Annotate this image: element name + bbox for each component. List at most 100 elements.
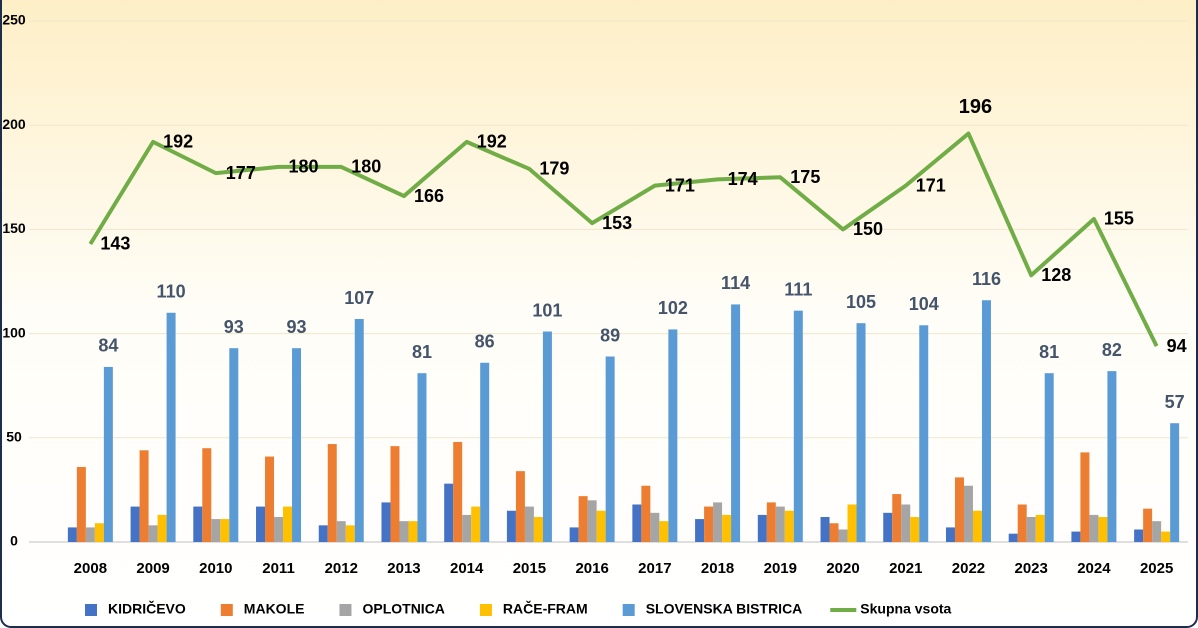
bar — [1080, 452, 1090, 542]
y-tick-label: 200 — [2, 116, 26, 132]
bar — [1026, 516, 1036, 542]
bar — [919, 325, 929, 542]
x-tick-label: 2014 — [450, 560, 484, 577]
data-label: 116 — [972, 269, 1001, 289]
bar — [1071, 531, 1081, 542]
x-tick-label: 2022 — [952, 560, 985, 577]
data-label: 180 — [351, 157, 381, 177]
bar — [910, 516, 920, 542]
bar — [632, 504, 642, 542]
bar — [506, 510, 516, 542]
bar — [220, 519, 230, 542]
bar — [480, 362, 490, 542]
bar — [704, 506, 714, 542]
bar — [659, 521, 669, 542]
bar — [883, 512, 893, 542]
y-tick-label: 250 — [2, 12, 26, 28]
bar — [524, 506, 534, 542]
bar — [650, 512, 660, 542]
legend-label: Skupna vsota — [860, 601, 951, 617]
x-tick-label: 2021 — [889, 560, 922, 577]
line — [88, 131, 1159, 347]
legend-marker — [622, 604, 635, 616]
x-tick-label: 2023 — [1015, 560, 1048, 577]
data-label: 166 — [414, 186, 444, 206]
bar — [327, 444, 337, 542]
x-tick-label: 2018 — [701, 560, 734, 577]
bar — [766, 502, 776, 542]
bar — [103, 366, 113, 542]
bar — [793, 310, 803, 542]
bar — [838, 529, 848, 542]
bar — [381, 502, 391, 542]
bar — [515, 471, 525, 542]
bar — [784, 510, 794, 542]
data-label: 110 — [157, 282, 186, 302]
data-label: 177 — [226, 163, 256, 183]
bar — [901, 504, 911, 542]
data-label: 57 — [1165, 392, 1185, 412]
bar — [757, 514, 767, 542]
bar — [569, 527, 579, 542]
bar — [1008, 533, 1018, 542]
bar — [578, 496, 588, 542]
data-label: 128 — [1041, 265, 1071, 285]
data-label: 81 — [1039, 342, 1059, 362]
x-tick-label: 2016 — [575, 560, 608, 577]
bar — [542, 331, 552, 542]
x-tick-label: 2010 — [199, 560, 232, 577]
y-tick-label: 100 — [2, 324, 26, 340]
legend-label: MAKOLE — [244, 601, 305, 617]
data-label: 89 — [600, 325, 620, 345]
data-label: 93 — [224, 317, 244, 337]
bar — [67, 527, 77, 542]
bar — [641, 485, 651, 542]
bar — [274, 516, 284, 542]
legend-marker — [479, 604, 492, 616]
bar — [417, 373, 427, 542]
x-tick-label: 2011 — [262, 560, 295, 577]
bar — [972, 510, 982, 542]
x-tick-label: 2020 — [826, 560, 859, 577]
bar — [954, 477, 964, 542]
legend-label: SLOVENSKA BISTRICA — [646, 601, 803, 617]
x-tick-label: 2012 — [325, 560, 358, 577]
bar — [1044, 373, 1054, 542]
data-label: 93 — [287, 317, 307, 337]
data-label: 86 — [475, 332, 495, 352]
bar — [345, 525, 355, 542]
legend-marker — [339, 604, 352, 616]
bar — [453, 441, 463, 542]
bar — [256, 506, 266, 542]
bar — [292, 348, 302, 542]
y-tick-label: 150 — [2, 220, 26, 236]
bar — [1143, 508, 1153, 542]
data-label: 111 — [784, 279, 812, 299]
bar — [605, 356, 615, 542]
y-tick-label: 0 — [10, 533, 18, 549]
bar — [587, 500, 597, 542]
y-tick-label: 50 — [6, 429, 22, 445]
bar — [399, 521, 409, 542]
bar — [94, 523, 104, 542]
bar — [85, 527, 95, 542]
bar — [76, 466, 86, 542]
bar — [596, 510, 606, 542]
data-label: 171 — [916, 175, 946, 195]
bar — [318, 525, 328, 542]
data-label: 104 — [909, 294, 939, 314]
x-tick-label: 2009 — [136, 560, 169, 577]
bar — [166, 312, 176, 542]
data-label: 180 — [289, 157, 319, 177]
bar — [471, 506, 481, 542]
bar — [820, 516, 830, 542]
bar — [722, 514, 732, 542]
data-label: 153 — [602, 213, 632, 233]
data-label: 155 — [1104, 209, 1134, 229]
data-label: 179 — [539, 159, 569, 179]
legend-label: KIDRIČEVO — [108, 600, 186, 617]
bar — [265, 456, 275, 542]
bar — [283, 506, 293, 542]
bar — [1098, 516, 1108, 542]
